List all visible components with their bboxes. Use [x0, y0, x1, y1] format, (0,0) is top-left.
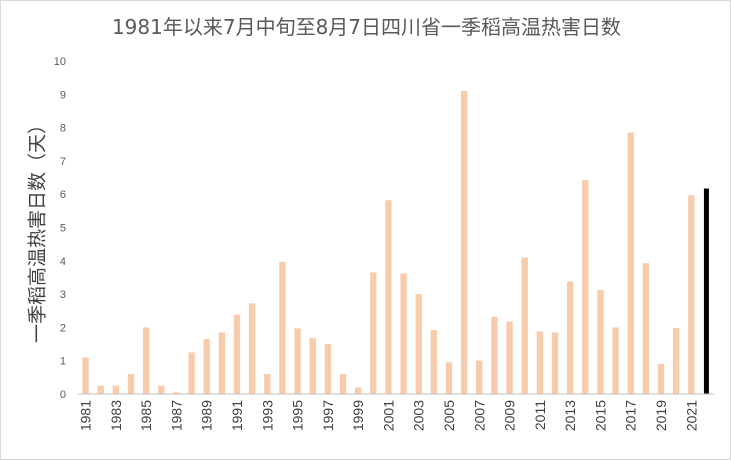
x-tick-label: 2021 [683, 400, 699, 431]
bar-2008 [491, 316, 498, 394]
y-tick-label: 9 [60, 89, 66, 101]
bar-2003 [415, 294, 422, 394]
x-tick-label: 1995 [290, 400, 306, 431]
bar-2018 [642, 263, 650, 394]
y-tick-label: 6 [60, 189, 66, 201]
bar-2015 [597, 290, 604, 394]
y-tick-label: 3 [60, 289, 66, 301]
bars [82, 90, 709, 394]
y-tick-label: 5 [60, 223, 66, 235]
x-tick-label: 1999 [350, 400, 366, 431]
x-tick-label: 2011 [532, 400, 548, 430]
bar-1990 [218, 332, 226, 394]
chart-title: 1981年以来7月中旬至8月7日四川省一季稻高温热害日数 [111, 15, 622, 39]
bar-1995 [294, 328, 301, 394]
x-tick-label: 2013 [562, 400, 578, 431]
bar-2017 [627, 132, 634, 394]
bar-2002 [400, 273, 407, 394]
bar-2014 [582, 180, 589, 394]
x-tick-label: 2001 [380, 400, 396, 431]
bar-1992 [248, 303, 256, 394]
x-tick-label: 2003 [411, 400, 427, 431]
bar-1981 [82, 357, 89, 394]
bar-1985 [142, 327, 150, 394]
bar-1997 [324, 344, 332, 394]
x-tick-label: 1983 [108, 400, 124, 431]
y-tick-label: 7 [60, 156, 66, 168]
y-tick-label: 8 [60, 123, 66, 135]
x-tick-label: 1985 [138, 400, 154, 431]
bar-2016 [612, 327, 619, 394]
x-tick-label: 2017 [623, 400, 639, 431]
y-tick-label: 1 [60, 356, 66, 368]
x-tick-label: 2019 [653, 400, 669, 431]
bar-1983 [112, 385, 120, 394]
bar-2020 [672, 328, 680, 394]
y-tick-label: 10 [54, 56, 66, 68]
bar-2011 [536, 331, 544, 394]
x-tick-label: 1989 [199, 400, 215, 431]
bar-1987 [173, 392, 180, 394]
bar-1993 [264, 374, 271, 394]
bar-1996 [309, 338, 316, 394]
bar-1999 [354, 387, 362, 394]
x-tick-label: 1993 [259, 400, 275, 431]
x-tick-label: 2015 [592, 400, 608, 431]
bar-2019 [657, 364, 665, 394]
bar-1984 [127, 374, 135, 394]
bar-1989 [203, 339, 210, 394]
bar-2009 [506, 321, 513, 394]
x-tick-label: 2009 [502, 400, 518, 431]
bar-2007 [476, 360, 483, 394]
bar-1986 [158, 385, 165, 394]
x-tick-label: 1987 [168, 400, 184, 431]
y-tick-label: 2 [60, 322, 66, 334]
bar-2021 [688, 195, 695, 394]
x-tick-label: 2007 [471, 400, 487, 431]
x-tick-label: 2005 [441, 400, 457, 431]
bar-1982 [97, 385, 104, 394]
bar-1998 [339, 374, 347, 394]
x-tick-label: 1991 [229, 400, 245, 431]
bar-2013 [566, 281, 574, 394]
bar-1988 [188, 352, 195, 394]
y-tick-label: 4 [60, 256, 66, 268]
bar-2005 [445, 362, 453, 394]
bar-2012 [551, 332, 559, 394]
bar-2001 [385, 200, 392, 394]
bar-2022 [703, 188, 709, 394]
y-tick-label: 0 [60, 389, 66, 401]
x-tick-label: 1981 [78, 400, 94, 431]
y-tick-labels: 0 1 2 3 4 5 6 7 8 9 10 [54, 56, 66, 401]
bar-2000 [370, 272, 377, 394]
bar-2010 [521, 257, 528, 394]
bar-1994 [279, 261, 286, 394]
bar-1991 [233, 314, 241, 394]
bar-2004 [430, 330, 438, 394]
x-tick-labels: 1981 1983 1985 1987 1989 1991 1993 1995 1997 1999… [78, 400, 700, 431]
bar-2006 [460, 90, 468, 394]
x-tick-label: 1997 [320, 400, 336, 431]
